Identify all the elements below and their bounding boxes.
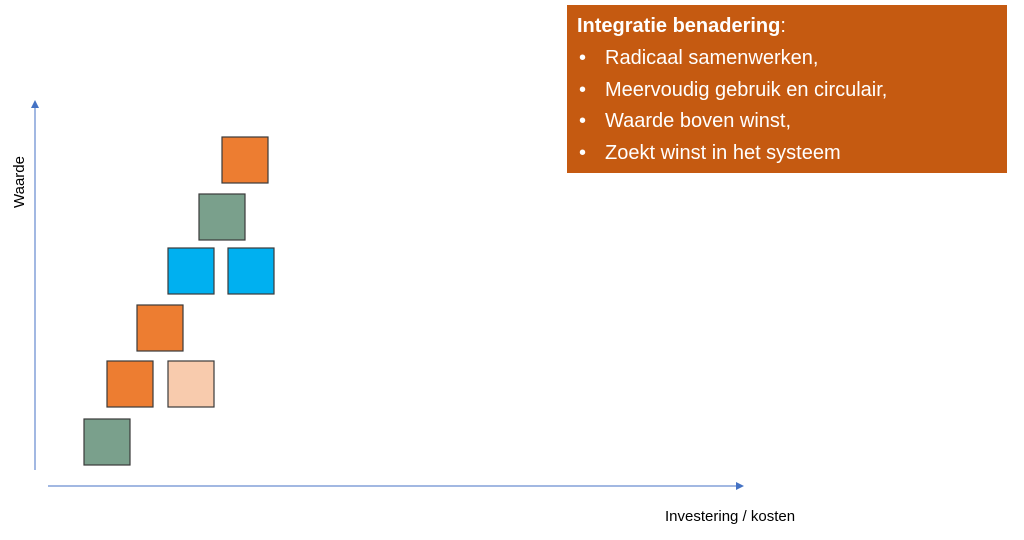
square	[221, 136, 269, 184]
bullet: Zoekt winst in het systeem	[577, 138, 997, 170]
x-axis-label: Investering / kosten	[665, 508, 796, 525]
info-box: Integratie benadering: Radicaal samenwer…	[567, 5, 1007, 173]
bullet: Meervoudig gebruik en circulair,	[577, 75, 997, 107]
heading: Integratie benadering:	[577, 13, 997, 39]
square	[198, 193, 246, 241]
square	[227, 247, 275, 295]
square	[106, 360, 154, 408]
square	[167, 247, 215, 295]
bullet-list: Radicaal samenwerken,Meervoudig gebruik …	[577, 43, 997, 169]
bullet: Radicaal samenwerken,	[577, 43, 997, 75]
square	[136, 304, 184, 352]
square	[167, 360, 215, 408]
square	[83, 418, 131, 466]
bullet: Waarde boven winst,	[577, 106, 997, 138]
heading-bold: Integratie benadering	[577, 15, 781, 37]
y-axis-label: Waarde	[11, 156, 28, 208]
heading-rest: :	[780, 15, 786, 37]
